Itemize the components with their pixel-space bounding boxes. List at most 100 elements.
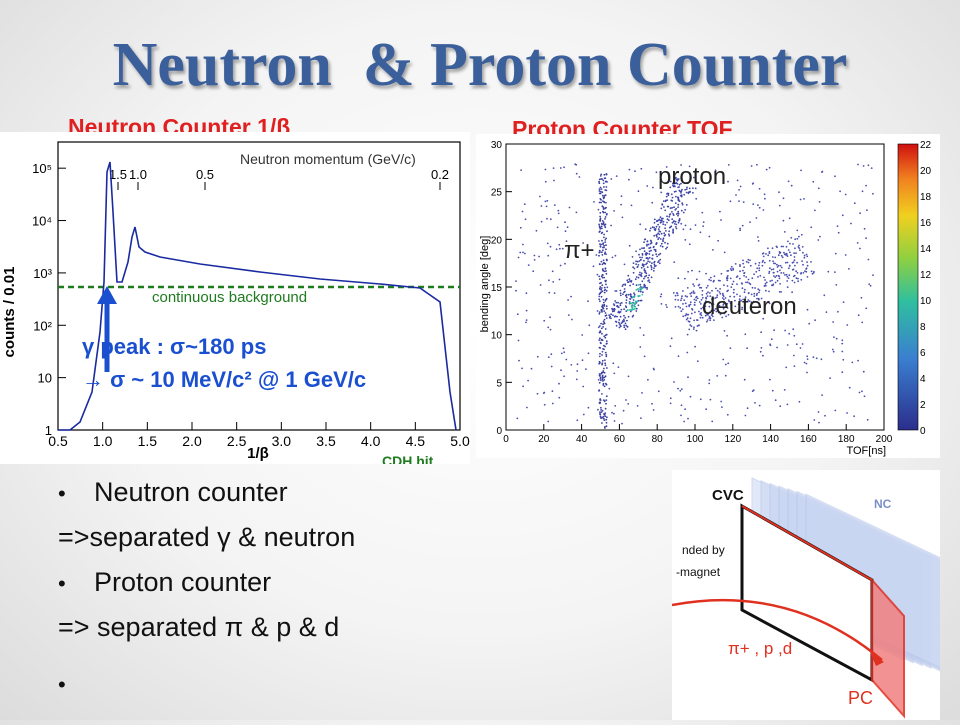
scatter-point: [690, 325, 693, 328]
scatter-point: [549, 218, 552, 221]
scatter-point: [757, 240, 760, 242]
scatter-point: [662, 237, 665, 240]
scatter-point: [795, 343, 798, 346]
scatter-point: [605, 258, 608, 261]
scatter-point: [771, 389, 774, 392]
scatter-point: [605, 314, 608, 317]
scatter-point: [688, 165, 691, 168]
scatter-point: [601, 263, 604, 266]
scatter-point: [692, 283, 695, 286]
scatter-point: [726, 413, 729, 416]
bullet-marker: •: [58, 571, 66, 596]
scatter-point: [632, 262, 635, 264]
scatter-point: [646, 288, 648, 290]
scatter-point: [745, 276, 748, 278]
scatter-point: [637, 290, 640, 293]
scatter-point: [601, 304, 604, 306]
scatter-point: [548, 279, 550, 282]
scatter-point: [605, 421, 608, 424]
scatter-point: [605, 270, 607, 272]
bullet-item: => separated π & p & d: [58, 605, 618, 650]
scatter-point: [756, 292, 758, 295]
scatter-point: [666, 246, 668, 249]
scatter-point: [803, 361, 806, 364]
scatter-point: [623, 263, 626, 266]
scatter-point: [597, 208, 600, 211]
scatter-point: [719, 292, 722, 295]
scatter-point: [635, 301, 637, 303]
scatter-point: [598, 178, 601, 181]
scatter-point: [568, 248, 570, 251]
scatter-point: [598, 298, 601, 301]
scatter-point: [649, 229, 651, 232]
scatter-point: [556, 226, 559, 229]
scatter-point: [650, 264, 652, 267]
scatter-point: [709, 292, 711, 294]
scatter-point: [663, 232, 666, 235]
scatter-point: [794, 247, 796, 250]
scatter-point: [667, 205, 670, 208]
scatter-point: [699, 398, 702, 401]
x-tick-label: 100: [687, 434, 704, 445]
scatter-point: [545, 205, 548, 208]
scatter-point: [771, 279, 773, 282]
scatter-point: [669, 186, 672, 189]
scatter-point: [663, 234, 666, 237]
scatter-point: [687, 320, 690, 323]
scatter-point: [687, 270, 689, 273]
scatter-point: [757, 204, 759, 206]
scatter-point: [641, 252, 644, 255]
scatter-point: [605, 402, 607, 405]
scatter-point: [603, 413, 605, 415]
scatter-point: [774, 399, 777, 402]
neutron-plot-panel: 0.5 1.0 1.5 2.0 2.5 3.0 3.5 4.0 4.5 5.0 1 10 10² 10³…: [0, 132, 470, 469]
scatter-point: [570, 364, 573, 366]
scatter-point: [643, 355, 646, 358]
scatter-point: [601, 178, 603, 180]
scatter-point: [690, 291, 693, 294]
scatter-point: [641, 392, 643, 394]
scatter-point: [603, 385, 606, 388]
scatter-point: [660, 207, 663, 210]
scatter-point: [670, 337, 673, 340]
scatter-point: [610, 317, 612, 320]
scatter-point: [563, 351, 566, 354]
scatter-point: [725, 315, 727, 318]
scatter-point: [601, 290, 604, 293]
scatter-point: [680, 182, 682, 185]
scatter-point: [623, 308, 625, 311]
proton-y-axis-label: bending angle [deg]: [479, 236, 491, 333]
z-tick-label: 14: [920, 244, 932, 255]
scatter-point: [619, 302, 622, 305]
scatter-point: [756, 301, 758, 303]
scatter-point: [684, 408, 686, 411]
scatter-point: [680, 310, 683, 313]
scatter-point: [820, 358, 823, 361]
scatter-point: [695, 278, 698, 281]
scatter-point: [701, 211, 704, 214]
scatter-point: [716, 375, 719, 377]
scatter-point: [709, 276, 712, 279]
scatter-point: [646, 266, 649, 268]
scatter-point: [623, 290, 626, 293]
scatter-point: [645, 274, 648, 277]
scatter-point: [842, 358, 845, 361]
scatter-point: [618, 323, 621, 325]
scatter-point: [711, 420, 714, 423]
scatter-point: [796, 229, 799, 232]
scatter-point: [673, 185, 676, 187]
scatter-point: [755, 270, 758, 273]
scatter-point: [605, 237, 607, 240]
scatter-point: [600, 322, 602, 325]
scatter-point: [551, 270, 554, 273]
scatter-point: [657, 390, 660, 393]
scatter-point: [517, 339, 520, 342]
scatter-point: [834, 271, 836, 273]
scatter-point: [544, 200, 547, 203]
scatter-point: [659, 221, 662, 224]
scatter-point: [588, 324, 591, 327]
scatter-point: [674, 294, 677, 297]
scatter-point: [689, 317, 692, 320]
scatter-point: [683, 299, 686, 301]
x-tick-label: 3.0: [272, 433, 292, 449]
